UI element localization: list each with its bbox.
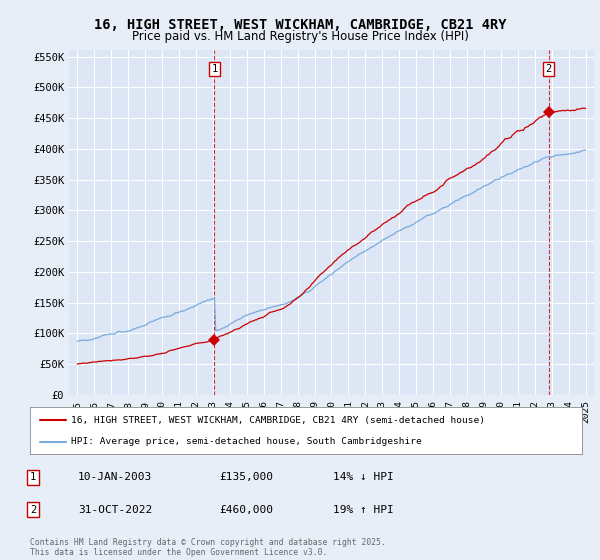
Text: Contains HM Land Registry data © Crown copyright and database right 2025.
This d: Contains HM Land Registry data © Crown c… <box>30 538 386 557</box>
Text: 19% ↑ HPI: 19% ↑ HPI <box>333 505 394 515</box>
Text: 16, HIGH STREET, WEST WICKHAM, CAMBRIDGE, CB21 4RY (semi-detached house): 16, HIGH STREET, WEST WICKHAM, CAMBRIDGE… <box>71 416 485 424</box>
Text: £460,000: £460,000 <box>219 505 273 515</box>
Text: HPI: Average price, semi-detached house, South Cambridgeshire: HPI: Average price, semi-detached house,… <box>71 437 422 446</box>
Text: 2: 2 <box>546 64 552 74</box>
Text: 14% ↓ HPI: 14% ↓ HPI <box>333 472 394 482</box>
Text: 10-JAN-2003: 10-JAN-2003 <box>78 472 152 482</box>
Text: 16, HIGH STREET, WEST WICKHAM, CAMBRIDGE, CB21 4RY: 16, HIGH STREET, WEST WICKHAM, CAMBRIDGE… <box>94 18 506 32</box>
Text: Price paid vs. HM Land Registry's House Price Index (HPI): Price paid vs. HM Land Registry's House … <box>131 30 469 43</box>
Text: £135,000: £135,000 <box>219 472 273 482</box>
Text: 1: 1 <box>30 472 36 482</box>
Text: 2: 2 <box>30 505 36 515</box>
Text: 1: 1 <box>211 64 217 74</box>
Text: 31-OCT-2022: 31-OCT-2022 <box>78 505 152 515</box>
